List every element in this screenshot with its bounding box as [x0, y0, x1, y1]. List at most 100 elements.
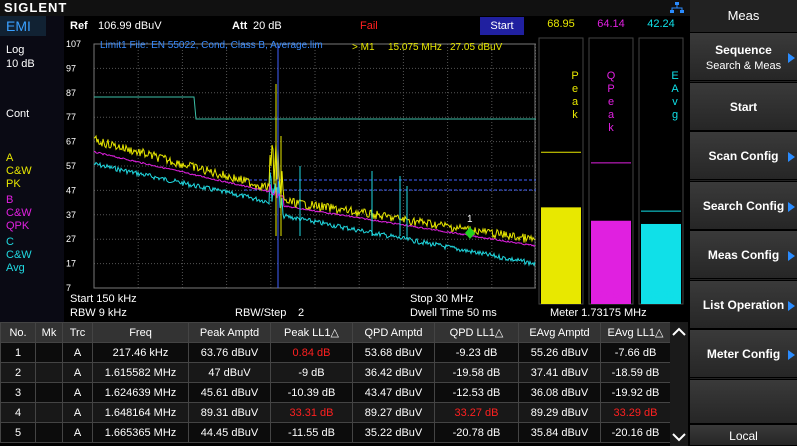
dwell: Dwell Time 50 ms: [410, 307, 497, 319]
trace-detector: C&W: [6, 207, 32, 219]
table-cell: A: [62, 362, 93, 383]
header-cell: Peak Amptd: [188, 322, 271, 343]
trace-type: Avg: [6, 262, 25, 274]
marker-amp: 27.05 dBuV: [450, 42, 503, 53]
table-cell: 1.624639 MHz: [92, 382, 189, 403]
table-cell: -20.16 dB: [600, 422, 671, 443]
y-label: 7: [66, 283, 71, 293]
menu-button[interactable]: List Operation: [690, 279, 797, 329]
table-cell: [35, 422, 63, 443]
meter-bar: [641, 223, 681, 304]
table-cell: 1.615582 MHz: [92, 362, 189, 383]
menu-button[interactable]: Meas Config: [690, 230, 797, 279]
rbw: RBW 9 kHz: [70, 307, 127, 319]
table-cell: 45.61 dBuV: [188, 382, 271, 403]
marker-table: No. Mk Trc Freq Peak Amptd Peak LL1△ QPD Amptd…: [0, 322, 671, 443]
mode: EMI: [0, 16, 46, 36]
status: Fail: [360, 20, 378, 32]
table-cell: 36.42 dBuV: [352, 362, 435, 383]
table-cell: -9.23 dB: [434, 342, 519, 363]
table-row: 1 A 217.46 kHz 63.76 dBuV 0.84 dB 53.68 dBuV -…: [0, 342, 671, 363]
submenu-arrow: [788, 53, 795, 63]
table-row: 3 A 1.624639 MHz 45.61 dBuV -10.39 dB 43.47 d…: [0, 382, 671, 403]
menu-title: Meas: [727, 8, 760, 23]
submenu-arrow: [788, 152, 795, 162]
meter-bar: [541, 207, 581, 304]
table-cell: -19.92 dB: [600, 382, 671, 403]
table-cell: -20.78 dB: [434, 422, 519, 443]
table-cell: -18.59 dB: [600, 362, 671, 383]
table-cell: 1.648164 MHz: [92, 402, 189, 423]
scroll-arrows: [672, 327, 686, 442]
scrollbar[interactable]: [670, 322, 688, 446]
header-cell: QPD LL1△: [434, 322, 519, 343]
table-area: No. Mk Trc Freq Peak Amptd Peak LL1△ QPD Amptd…: [0, 322, 690, 446]
table-cell: -12.53 dB: [434, 382, 519, 403]
header-cell: Mk: [35, 322, 63, 343]
table-cell: 55.26 dBuV: [518, 342, 601, 363]
rbw-step: 2: [298, 307, 305, 319]
table-cell: 36.08 dBuV: [518, 382, 601, 403]
menu-button[interactable]: Start: [690, 81, 797, 131]
table-cell: 5: [0, 422, 36, 443]
y-label: 57: [66, 161, 76, 171]
y-label: 67: [66, 137, 76, 147]
trace-pk: [93, 134, 536, 244]
table-cell: 35.84 dBuV: [518, 422, 601, 443]
table-cell: 44.45 dBuV: [188, 422, 271, 443]
table-cell: 217.46 kHz: [92, 342, 189, 363]
att-label: Att: [232, 20, 248, 32]
meter-value: 37.84: [597, 289, 625, 301]
scale: Log: [6, 44, 25, 56]
header-cell: No.: [0, 322, 36, 343]
att-value: 20 dB: [253, 20, 282, 32]
menu: Meas Local Sequence Search & Meas Start Sca…: [690, 0, 797, 446]
table-cell: -19.58 dB: [434, 362, 519, 383]
menu-button[interactable]: Scan Config: [690, 131, 797, 180]
table-cell: A: [62, 402, 93, 423]
meter-limit-label: 68.95: [547, 18, 575, 30]
meter-value: 36.38: [647, 289, 675, 301]
menu-button[interactable]: Meter Config: [690, 329, 797, 378]
limit-line: [94, 96, 536, 120]
header-row: No. Mk Trc Freq Peak Amptd Peak LL1△ QPD Amptd…: [0, 322, 671, 343]
trace-type: QPK: [6, 220, 30, 232]
y-label: 27: [66, 234, 76, 244]
menu-label: List Operation: [702, 297, 785, 312]
rbw-step-label: RBW/Step: [235, 307, 287, 319]
header-cell: QPD Amptd: [352, 322, 435, 343]
sweep: Cont: [6, 108, 30, 120]
y-label: 87: [66, 88, 76, 98]
plot: 107 97 87 77 67 57 47 37 27 17 7 1 Limit1 File: EN 5…: [66, 39, 536, 293]
marker-label: > M1: [352, 42, 375, 53]
table-row: 4 A 1.648164 MHz 89.31 dBuV 33.31 dB 89.27 dB…: [0, 402, 671, 423]
table-cell: 0.84 dB: [270, 342, 353, 363]
y-label: 97: [66, 63, 76, 73]
meter-bar: [591, 220, 631, 304]
top-bar: SIGLENT: [0, 0, 690, 16]
table-cell: 33.31 dB: [270, 402, 353, 423]
menu-label: Search Config: [702, 198, 785, 213]
start-freq: Start 150 kHz: [70, 293, 137, 305]
network-icon: [670, 2, 684, 13]
y-label: 47: [66, 185, 76, 195]
table-cell: 2: [0, 362, 36, 383]
table-cell: A: [62, 342, 93, 363]
submenu-arrow: [788, 201, 795, 212]
submenu-arrow: [788, 251, 795, 261]
meter-freq: Meter 1.73175 MHz: [550, 307, 647, 319]
menu-label: Scan Config: [708, 149, 779, 163]
local-button[interactable]: Local: [690, 424, 797, 446]
trace-detector: C&W: [6, 249, 32, 261]
start-button[interactable]: Start: [480, 17, 524, 35]
table-cell: A: [62, 382, 93, 403]
header-cell: Peak LL1△: [270, 322, 353, 343]
marker-diamond: [465, 227, 475, 239]
menu-label: Start: [729, 99, 758, 114]
menu-button[interactable]: Search Config: [690, 180, 797, 230]
menu-button[interactable]: Sequence Search & Meas: [690, 32, 797, 81]
plot-frame: [93, 43, 536, 289]
meter-name: Peak: [569, 70, 581, 122]
meter-name: EAvg: [669, 70, 681, 122]
table-cell: 33.27 dB: [434, 402, 519, 423]
